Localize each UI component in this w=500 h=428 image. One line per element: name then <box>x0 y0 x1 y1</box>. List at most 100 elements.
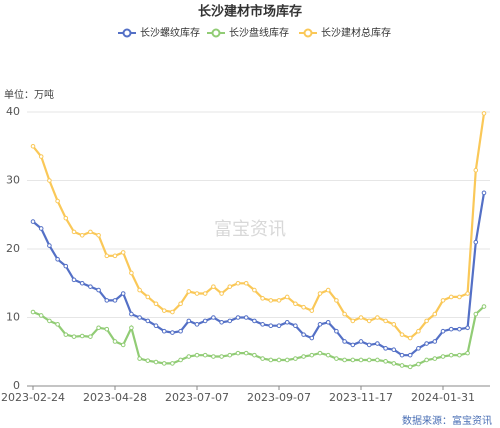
data-point <box>63 332 69 337</box>
data-point <box>186 318 192 324</box>
data-point <box>383 346 388 351</box>
data-point <box>88 229 93 235</box>
data-point <box>407 352 413 358</box>
y-tick-label: 20 <box>6 242 20 255</box>
data-point <box>71 229 77 235</box>
data-point <box>137 287 142 293</box>
data-point <box>219 319 224 325</box>
data-point <box>293 323 298 329</box>
data-point <box>145 294 151 300</box>
data-point <box>55 198 60 204</box>
data-point <box>284 319 290 325</box>
legend-swatch <box>122 28 132 38</box>
data-point <box>309 308 315 313</box>
data-point <box>219 354 224 359</box>
data-point <box>202 352 208 358</box>
data-point <box>399 332 405 337</box>
data-point <box>276 298 282 303</box>
chart-title: 长沙建材市场库存 <box>198 4 302 20</box>
data-point <box>153 301 159 307</box>
data-point <box>440 328 446 334</box>
data-point <box>424 357 429 363</box>
data-point <box>243 280 249 286</box>
data-point <box>416 346 421 351</box>
data-point <box>334 328 339 334</box>
data-point <box>211 354 216 359</box>
data-point <box>416 328 421 334</box>
data-point <box>219 291 224 296</box>
data-point <box>178 328 183 334</box>
data-point <box>137 356 142 361</box>
data-point <box>96 233 101 238</box>
series-line <box>32 305 485 368</box>
data-point <box>120 342 126 348</box>
x-tick-label: 2023-09-07 <box>247 391 311 404</box>
legend-swatch <box>303 28 313 38</box>
data-point <box>334 298 339 303</box>
data-point <box>161 308 167 313</box>
data-point <box>407 364 413 370</box>
data-point <box>30 309 36 315</box>
data-point <box>47 243 52 248</box>
data-point <box>448 326 454 332</box>
x-tick-label: 2023-11-17 <box>329 391 393 404</box>
data-point <box>112 298 118 303</box>
data-point <box>399 352 405 358</box>
data-point <box>88 284 93 289</box>
y-tick-label: 0 <box>13 379 20 392</box>
data-point <box>432 339 438 344</box>
data-point <box>309 335 315 341</box>
data-point <box>38 313 44 318</box>
data-point <box>383 318 388 324</box>
data-point <box>350 357 356 363</box>
x-tick-label: 2023-04-28 <box>83 391 147 404</box>
data-point <box>202 291 208 296</box>
data-point <box>407 335 413 341</box>
data-point <box>252 287 257 293</box>
data-point <box>317 322 323 327</box>
data-point <box>448 352 454 358</box>
data-point <box>358 339 364 344</box>
data-point <box>235 315 241 320</box>
data-point <box>47 318 52 324</box>
data-point <box>104 253 110 259</box>
data-point <box>112 339 118 344</box>
data-point <box>30 219 36 224</box>
watermark: 富宝资讯 <box>214 219 286 240</box>
data-point <box>186 354 192 359</box>
data-point <box>391 347 397 352</box>
x-tick-label: 2024-01-31 <box>411 391 475 404</box>
data-point <box>252 318 257 324</box>
x-tick-label: 2023-02-24 <box>1 391 65 404</box>
data-point <box>350 318 356 324</box>
data-point <box>366 342 372 348</box>
data-point <box>178 301 183 307</box>
data-point <box>227 318 233 324</box>
x-tick-label: 2023-07-07 <box>165 391 229 404</box>
data-point <box>120 250 126 255</box>
data-point <box>202 318 208 324</box>
data-point <box>227 284 233 289</box>
legend-label: 长沙螺纹库存 <box>140 26 200 39</box>
data-point <box>227 352 233 358</box>
data-point <box>268 323 274 329</box>
data-point <box>104 326 110 332</box>
data-point <box>342 339 347 344</box>
data-point <box>129 270 134 276</box>
y-tick-label: 30 <box>6 174 20 187</box>
data-point <box>79 233 85 238</box>
data-point <box>391 361 397 366</box>
data-point <box>350 342 356 348</box>
data-point <box>260 322 265 327</box>
data-point <box>317 291 323 296</box>
data-point <box>375 357 380 363</box>
y-unit-label: 单位：万吨 <box>4 88 54 101</box>
data-point <box>457 294 462 300</box>
data-point <box>79 333 85 339</box>
data-point <box>325 319 331 325</box>
data-point <box>120 291 126 296</box>
data-point <box>473 311 479 317</box>
data-point <box>112 253 118 259</box>
data-point <box>457 352 462 358</box>
